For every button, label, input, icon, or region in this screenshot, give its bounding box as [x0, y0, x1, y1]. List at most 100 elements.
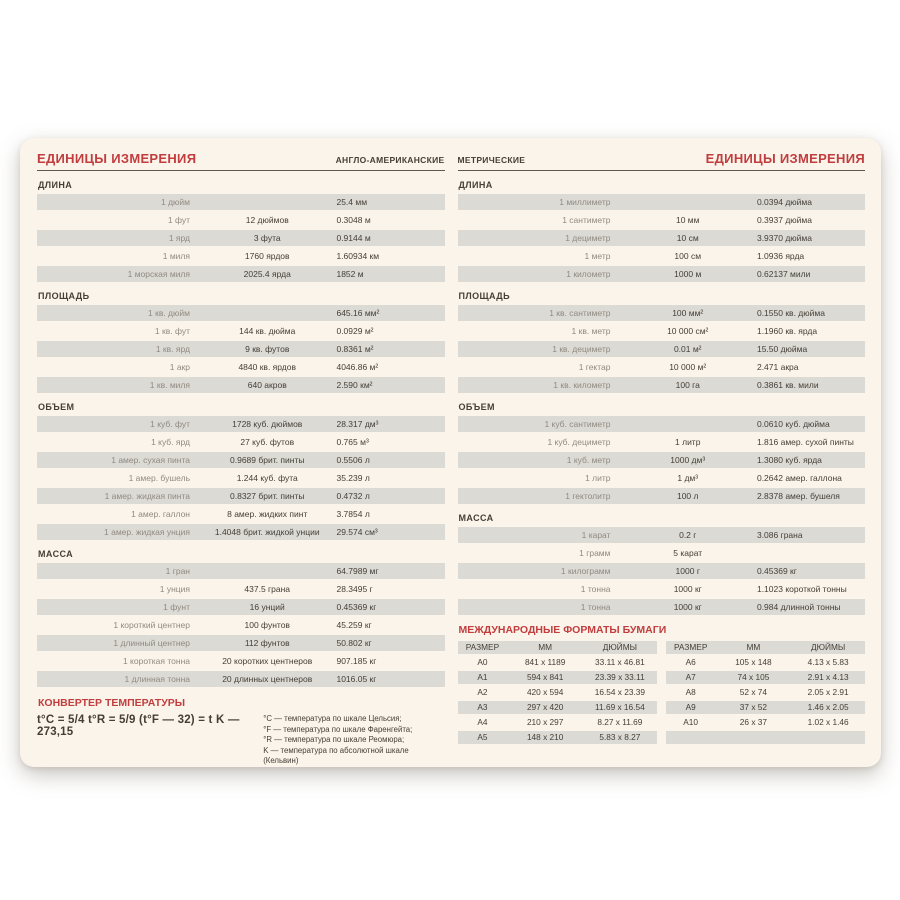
- table-cell: 1.4048 брит. жидкой унции: [214, 527, 320, 537]
- table-cell: 1 унция: [159, 584, 190, 594]
- table-cell: 45.259 кг: [336, 620, 372, 630]
- paper-cell: 26 x 37: [739, 717, 768, 727]
- table-row: 1 акр 4840 кв. ярдов 4046.86 м²: [37, 359, 445, 375]
- paper-cell: 1.46 x 2.05: [807, 702, 849, 712]
- table-cell: 1 карат: [581, 530, 611, 540]
- column-label: АНГЛО-АМЕРИКАНСКИЕ: [335, 155, 445, 165]
- paper-table-row: A1 594 x 841 23.39 x 33.11: [457, 671, 657, 684]
- table-cell: 1 морская миля: [127, 269, 190, 279]
- table-row: 1 морская миля 2025.4 ярда 1852 м: [37, 266, 445, 282]
- table-cell: 20 длинных центнеров: [222, 674, 313, 684]
- table-cell: 0.8327 брит. пинты: [230, 491, 305, 501]
- paper-cell: 33.11 x 46.81: [595, 657, 645, 667]
- paper-cell: [791, 731, 865, 744]
- table-cell: [621, 416, 755, 432]
- table-cell: 1 куб. фут: [150, 419, 190, 429]
- metric-column: МЕТРИЧЕСКИЕ ЕДИНИЦЫ ИЗМЕРЕНИЯ ДЛИНА 1 мил…: [457, 148, 866, 767]
- table-cell: 100 фунтов: [244, 620, 290, 630]
- table-cell: 100 см: [674, 251, 702, 261]
- paper-table-a0-a5: РАЗМЕР ММ ДЮЙМЫ A0 841 x 1189 33.11 x 46.81 A1…: [457, 641, 657, 746]
- table-cell: 0.1550 кв. дюйма: [756, 308, 825, 318]
- table-cell: 27 куб. футов: [240, 437, 295, 447]
- paper-table-row: A4 210 x 297 8.27 x 11.69: [458, 716, 657, 729]
- table-cell: 1 длинный центнер: [113, 638, 190, 648]
- table-cell: 100 мм²: [672, 308, 704, 318]
- paper-cell: A6: [685, 657, 696, 667]
- metric-sections: ДЛИНА 1 миллиметр 0.0394 дюйма 1 сантиметр 1…: [457, 180, 866, 615]
- paper-cell: A7: [685, 672, 696, 682]
- paper-cell: 74 x 105: [737, 672, 770, 682]
- paper-cell: 841 x 1189: [524, 657, 566, 667]
- table-cell: 5 карат: [673, 548, 703, 558]
- paper-cell: 420 x 594: [526, 687, 564, 697]
- table-cell: 2.8378 амер. бушеля: [756, 491, 840, 501]
- table-cell: 0.0610 куб. дюйма: [756, 419, 830, 429]
- paper-cell: 148 x 210: [526, 732, 564, 742]
- header-rule: [457, 170, 865, 171]
- paper-cell: 594 x 841: [526, 672, 564, 682]
- paper-header-cell: ММ: [746, 642, 761, 652]
- table-cell: 20 коротких центнеров: [222, 656, 313, 666]
- section-title: ПЛОЩАДЬ: [38, 291, 90, 301]
- table-cell: 1 короткий центнер: [113, 620, 190, 630]
- table-cell: 4840 кв. ярдов: [238, 362, 297, 372]
- table-cell: 1 миллиметр: [559, 197, 611, 207]
- table-cell: 35.239 л: [336, 473, 370, 483]
- legend-line-celsius: °C — температура по шкале Цельсия;: [263, 714, 402, 723]
- table-cell: 1 куб. дециметр: [547, 437, 611, 447]
- table-cell: 1 фунт: [163, 602, 190, 612]
- table-cell: 0.0929 м²: [336, 326, 374, 336]
- table-cell: 2.590 км²: [336, 380, 373, 390]
- paper-table-a6-a10: РАЗМЕР ММ ДЮЙМЫ A6 105 x 148 4.13 x 5.83 A7 74 …: [665, 641, 865, 746]
- paper-cell: 23.39 x 33.11: [595, 672, 645, 682]
- table-cell: 1.1023 короткой тонны: [756, 584, 847, 594]
- paper-cell: A0: [477, 657, 488, 667]
- table-cell: 1 фут: [167, 215, 190, 225]
- table-row: 1 килограмм 1000 г 0.45369 кг: [457, 563, 865, 579]
- table-cell: 1.0936 ярда: [756, 251, 805, 261]
- paper-table-row: A10 26 x 37 1.02 x 1.46: [666, 716, 865, 729]
- paper-cell: 11.69 x 16.54: [595, 702, 645, 712]
- paper-cell: [716, 731, 792, 744]
- table-row: 1 куб. фут 1728 куб. дюймов 28.317 дм³: [37, 416, 445, 432]
- table-cell: 112 фунтов: [244, 638, 290, 648]
- table-row: 1 сантиметр 10 мм 0.3937 дюйма: [458, 212, 866, 228]
- table-cell: 1.3080 куб. ярда: [756, 455, 822, 465]
- table-row: 1 миля 1760 ярдов 1.60934 км: [37, 248, 445, 264]
- section-title: ПЛОЩАДЬ: [458, 291, 510, 301]
- table-cell: 15.50 дюйма: [756, 344, 808, 354]
- paper-cell: A9: [685, 702, 696, 712]
- table-row: 1 кв. сантиметр 100 мм² 0.1550 кв. дюйма: [457, 305, 865, 321]
- paper-cell: 37 x 52: [739, 702, 768, 712]
- table-row: 1 кв. километр 100 га 0.3861 кв. мили: [457, 377, 865, 393]
- table-cell: 0.62137 мили: [756, 269, 811, 279]
- section-title: ОБЪЕМ: [458, 402, 495, 412]
- paper-table-row: A3 297 x 420 11.69 x 16.54: [457, 701, 657, 714]
- table-cell: 1000 кг: [673, 584, 702, 594]
- table-cell: 1760 ярдов: [244, 251, 290, 261]
- section-title: ДЛИНА: [38, 180, 73, 190]
- paper-cell: 105 x 148: [735, 657, 772, 667]
- table-cell: 64.7989 мг: [336, 566, 379, 576]
- table-cell: 640 акров: [247, 380, 287, 390]
- table-cell: 907.185 кг: [336, 656, 377, 666]
- table-cell: 0.45369 кг: [336, 602, 377, 612]
- table-cell: 1 кв. ярд: [155, 344, 190, 354]
- page-content: ЕДИНИЦЫ ИЗМЕРЕНИЯ АНГЛО-АМЕРИКАНСКИЕ ДЛИ…: [20, 138, 881, 767]
- table-cell: 0.45369 кг: [756, 566, 797, 576]
- paper-cell: 1.02 x 1.46: [807, 717, 849, 727]
- table-cell: 1 амер. жидкая пинта: [104, 491, 190, 501]
- table-row: 1 куб. сантиметр 0.0610 куб. дюйма: [457, 416, 865, 432]
- table-cell: 0.8361 м²: [336, 344, 374, 354]
- table-cell: 1 кв. дециметр: [552, 344, 611, 354]
- table-cell: 1 ярд: [168, 233, 190, 243]
- table-cell: 1728 куб. дюймов: [232, 419, 303, 429]
- table-cell: 8 амер. жидких пинт: [227, 509, 308, 519]
- table-cell: 10 000 см²: [667, 326, 709, 336]
- table-cell: 3.7854 л: [336, 509, 370, 519]
- table-row: 1 гран 64.7989 мг: [37, 563, 445, 579]
- paper-table-row: A5 148 x 210 5.83 x 8.27: [457, 731, 657, 744]
- table-cell: 144 кв. дюйма: [239, 326, 296, 336]
- table-cell: 1.1960 кв. ярда: [756, 326, 818, 336]
- table-cell: 25.4 мм: [336, 197, 368, 207]
